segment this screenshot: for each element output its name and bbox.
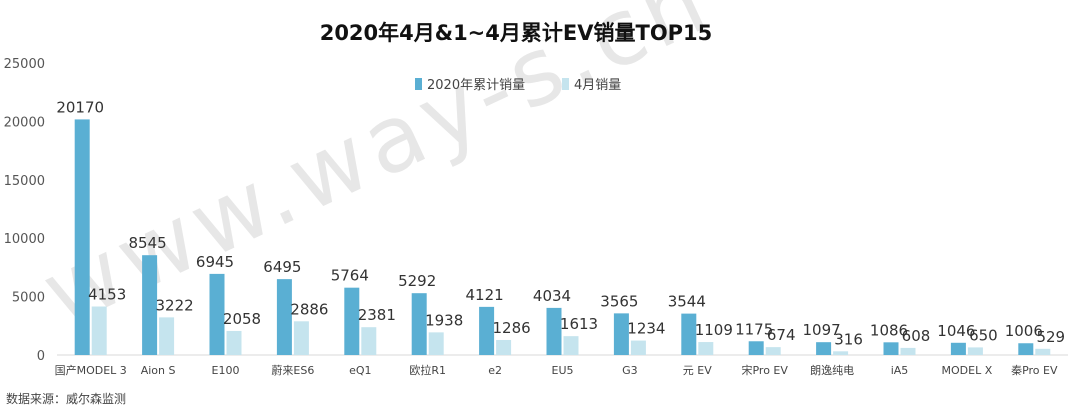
data-label-april: 3222 [156,296,194,314]
y-tick-label: 5000 [12,291,45,306]
bar-cumulative [1018,343,1034,355]
bar-april [1035,348,1051,355]
bar-april [496,339,512,355]
source-note: 数据来源：威尔森监测 [6,391,126,406]
bar-april [630,340,646,355]
data-label-cumulative: 8545 [129,234,167,252]
chart-title: 2020年4月&1~4月累计EV销量TOP15 [320,21,713,45]
bar-cumulative [479,306,495,355]
data-label-april: 529 [1036,328,1065,346]
bar-cumulative [613,313,629,355]
data-label-cumulative: 3544 [668,293,706,311]
bar-april [698,342,714,355]
bar-cumulative [748,341,764,355]
data-label-april: 1938 [425,311,463,329]
bar-april [226,330,242,355]
data-label-april: 2381 [358,306,396,324]
bar-cumulative [209,273,225,355]
legend-swatch [415,78,422,90]
data-label-april: 674 [767,326,796,344]
y-tick-label: 15000 [4,174,45,189]
data-label-cumulative: 4034 [533,287,571,305]
bar-cumulative [816,342,832,355]
bar-april [833,351,849,355]
data-label-april: 2886 [290,300,328,318]
data-label-april: 316 [834,330,863,348]
data-label-cumulative: 6945 [196,253,234,271]
x-tick-label: 国产MODEL 3 [55,363,127,377]
legend-label: 2020年累计销量 [427,78,525,93]
bar-april [361,327,377,355]
bar-cumulative [546,307,562,355]
bar-cumulative [276,279,292,355]
x-tick-label: Aion S [141,364,176,377]
bar-cumulative [883,342,899,355]
legend-swatch [562,78,569,90]
bar-cumulative [74,119,90,355]
bar-april [159,317,175,355]
x-axis: 国产MODEL 3 Aion S E100 蔚来ES6 eQ1 欧拉R1 e2 EU5 G3 元 … [55,363,1058,377]
data-label-cumulative: 1046 [937,322,975,340]
bar-april [428,332,444,355]
legend-label: 4月销量 [574,78,621,93]
data-label-april: 1613 [560,315,598,333]
y-tick-label: 25000 [4,57,45,72]
data-label-cumulative: 5292 [398,272,436,290]
data-label-cumulative: 3565 [600,292,638,310]
bar-april [563,336,579,355]
y-axis: 0 5000 10000 15000 20000 25000 [4,57,45,364]
data-label-april: 650 [969,326,998,344]
bar-series-group [74,119,1051,355]
bar-april [765,347,781,355]
x-tick-label: 蔚来ES6 [271,364,314,377]
x-tick-label: G3 [622,364,638,377]
x-tick-label: E100 [212,364,240,377]
x-tick-label: MODEL X [942,364,993,377]
x-tick-label: 秦Pro EV [1011,363,1058,377]
x-tick-label: eQ1 [349,364,371,377]
bar-april [293,321,309,355]
data-label-cumulative: 6495 [263,258,301,276]
data-label-cumulative: 5764 [331,267,369,285]
bar-april [967,347,983,355]
x-tick-label: iA5 [891,364,909,377]
data-label-cumulative: 1175 [735,320,773,338]
chart-legend: 2020年累计销量 4月销量 [415,78,621,93]
data-label-april: 1234 [627,320,665,338]
x-tick-label: EU5 [552,364,574,377]
bar-cumulative [344,287,360,355]
data-label-cumulative: 20170 [56,98,104,116]
bar-cumulative [950,342,966,355]
y-tick-label: 0 [37,349,45,364]
bar-april [900,347,916,355]
data-label-april: 1109 [695,321,733,339]
x-tick-label: 元 EV [683,364,712,377]
data-label-april: 1286 [493,319,531,337]
y-tick-label: 20000 [4,115,45,130]
data-label-cumulative: 1006 [1005,322,1043,340]
bar-cumulative [142,255,158,355]
y-tick-label: 10000 [4,232,45,247]
x-tick-label: 朗逸纯电 [810,364,854,377]
bar-cumulative [681,313,697,355]
bar-cumulative [411,293,427,355]
data-label-april: 608 [902,327,931,345]
data-label-cumulative: 4121 [466,286,504,304]
x-tick-label: e2 [488,364,502,377]
data-label-cumulative: 1086 [870,321,908,339]
data-label-april: 4153 [88,285,126,303]
x-tick-label: 欧拉R1 [409,363,446,377]
bar-april [91,306,107,355]
data-label-cumulative: 1097 [803,321,841,339]
x-tick-label: 宋Pro EV [741,363,788,377]
data-label-april: 2058 [223,310,261,328]
